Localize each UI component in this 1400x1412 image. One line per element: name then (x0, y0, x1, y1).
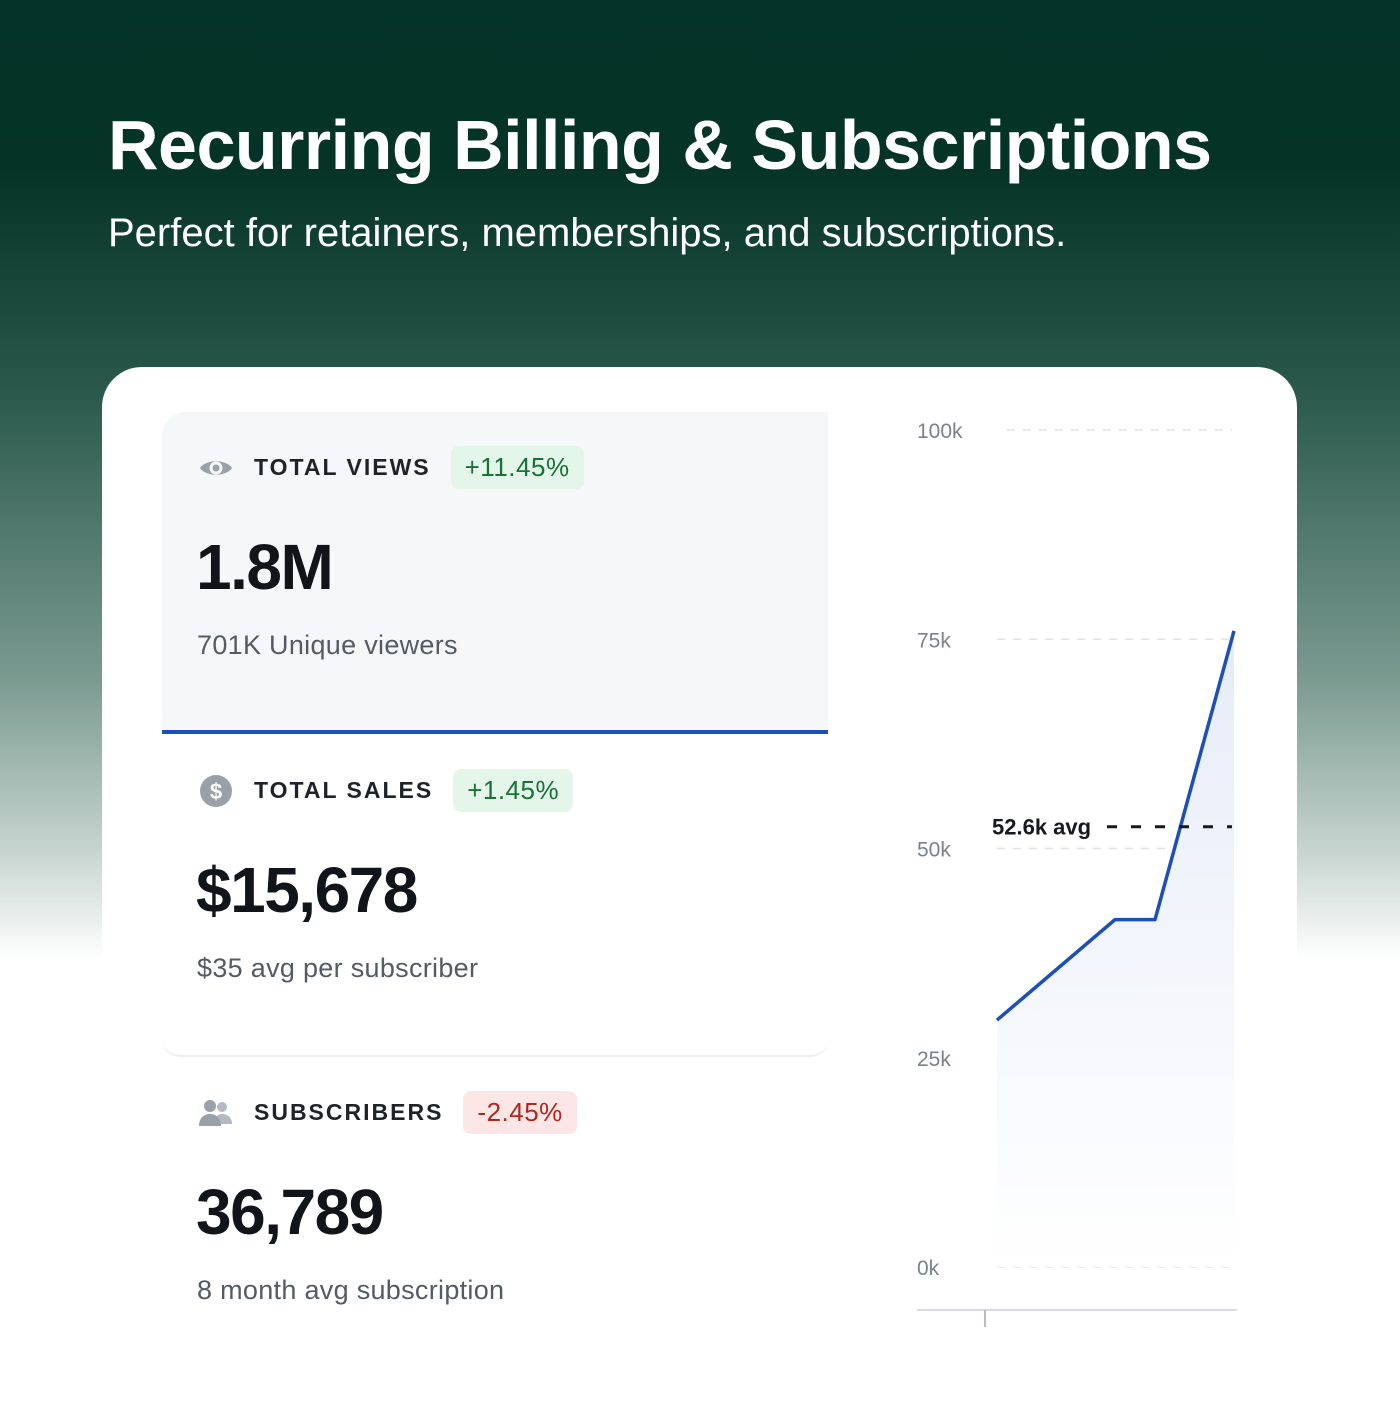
stat-card-total-views[interactable]: TOTAL VIEWS +11.45% 1.8M 701K Unique vie… (162, 412, 828, 734)
change-badge: +1.45% (453, 769, 574, 812)
stat-label: SUBSCRIBERS (254, 1099, 444, 1125)
stat-label: TOTAL SALES (254, 777, 434, 803)
chart-svg: 0k 25k 50k 75k 100k 52.6k avg (917, 420, 1237, 1327)
svg-text:$: $ (210, 779, 222, 804)
stat-header: SUBSCRIBERS -2.45% (198, 1091, 577, 1134)
eye-icon (198, 450, 234, 486)
stat-value: 1.8M (196, 531, 334, 603)
stat-card-total-sales[interactable]: $ TOTAL SALES +1.45% $15,678 $35 avg per… (162, 735, 828, 1057)
change-badge: +11.45% (450, 446, 584, 489)
change-badge: -2.45% (463, 1091, 577, 1134)
users-icon (198, 1095, 234, 1131)
series-line (995, 630, 1236, 1022)
y-tick-label: 100k (917, 420, 963, 443)
y-tick-label: 25k (917, 1048, 951, 1071)
dashboard-card: TOTAL VIEWS +11.45% 1.8M 701K Unique vie… (102, 367, 1297, 1412)
y-tick-label: 50k (917, 839, 951, 862)
stat-value: $15,678 (196, 854, 418, 926)
stat-header: $ TOTAL SALES +1.45% (198, 769, 574, 812)
views-chart: 0k 25k 50k 75k 100k 52.6k avg (902, 407, 1297, 1347)
stat-note: 701K Unique viewers (197, 630, 458, 660)
area-fill (997, 630, 1234, 1267)
stat-label: TOTAL VIEWS (254, 454, 431, 480)
stat-card-subscribers[interactable]: SUBSCRIBERS -2.45% 36,789 8 month avg su… (162, 1057, 828, 1387)
stat-value: 36,789 (196, 1176, 384, 1248)
stat-header: TOTAL VIEWS +11.45% (198, 446, 584, 489)
y-tick-label: 0k (917, 1257, 940, 1280)
stat-note: $35 avg per subscriber (197, 953, 479, 983)
hero-subtitle: Perfect for retainers, memberships, and … (108, 211, 1067, 255)
hero-title: Recurring Billing & Subscriptions (108, 106, 1212, 184)
stat-note: 8 month avg subscription (197, 1275, 505, 1305)
dollar-icon: $ (198, 773, 234, 809)
y-tick-label: 75k (917, 629, 951, 652)
hero: Recurring Billing & Subscriptions Perfec… (108, 100, 1308, 258)
average-label: 52.6k avg (992, 815, 1091, 840)
